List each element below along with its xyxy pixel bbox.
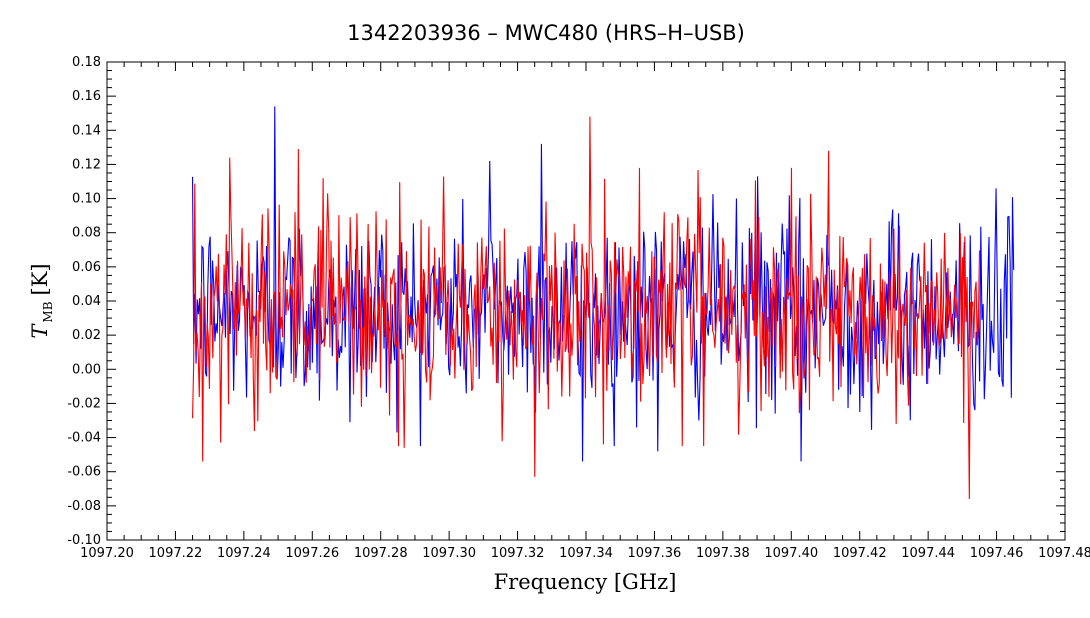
x-tick-label: 1097.40 — [764, 546, 818, 561]
y-axis-unit: [K] — [28, 263, 52, 295]
x-tick-label: 1097.26 — [285, 546, 339, 561]
chart-title: 1342203936 – MWC480 (HRS–H–USB) — [347, 21, 745, 45]
y-tick-label: 0.12 — [72, 157, 101, 172]
x-tick-label: 1097.22 — [149, 546, 203, 561]
y-tick-label: 0.16 — [72, 89, 101, 104]
series-layer — [191, 106, 1015, 500]
y-tick-label: 0.04 — [72, 294, 101, 309]
x-tick-label: 1097.30 — [422, 546, 476, 561]
y-axis: -0.10 -0.08 -0.06 -0.04 -0.02 0.00 0.02 0.04 0.0… — [67, 55, 1065, 548]
y-tick-label: 0.06 — [72, 260, 101, 275]
y-tick-label: 0.14 — [72, 123, 101, 138]
x-tick-label: 1097.48 — [1038, 546, 1090, 561]
y-tick-label: -0.10 — [67, 533, 101, 548]
y-tick-label: -0.04 — [67, 431, 101, 446]
y-axis-symbol: T — [28, 323, 52, 339]
y-tick-label: 0.00 — [72, 362, 101, 377]
y-tick-label: 0.08 — [72, 226, 101, 241]
y-tick-label: -0.02 — [67, 396, 101, 411]
x-tick-label: 1097.36 — [628, 546, 682, 561]
y-axis-subscript: MB — [41, 301, 55, 322]
x-tick-label: 1097.20 — [80, 546, 134, 561]
x-tick-label: 1097.42 — [833, 546, 887, 561]
y-tick-label: 0.10 — [72, 192, 101, 207]
y-tick-label: -0.08 — [67, 499, 101, 514]
x-tick-label: 1097.34 — [559, 546, 613, 561]
y-tick-label: -0.06 — [67, 465, 101, 480]
y-tick-label: 0.18 — [72, 55, 101, 70]
x-tick-label: 1097.28 — [354, 546, 408, 561]
x-tick-label: 1097.32 — [491, 546, 545, 561]
x-tick-label: 1097.38 — [696, 546, 750, 561]
x-tick-label: 1097.24 — [217, 546, 271, 561]
x-tick-label: 1097.46 — [970, 546, 1024, 561]
x-axis-title: Frequency [GHz] — [494, 570, 677, 594]
y-axis-title: TMB [K] — [28, 263, 55, 338]
series-red-line — [191, 116, 981, 500]
y-tick-label: 0.02 — [72, 328, 101, 343]
x-axis: 1097.20 1097.22 1097.24 1097.26 1097.28 1097.… — [80, 62, 1090, 561]
x-tick-label: 1097.44 — [901, 546, 955, 561]
